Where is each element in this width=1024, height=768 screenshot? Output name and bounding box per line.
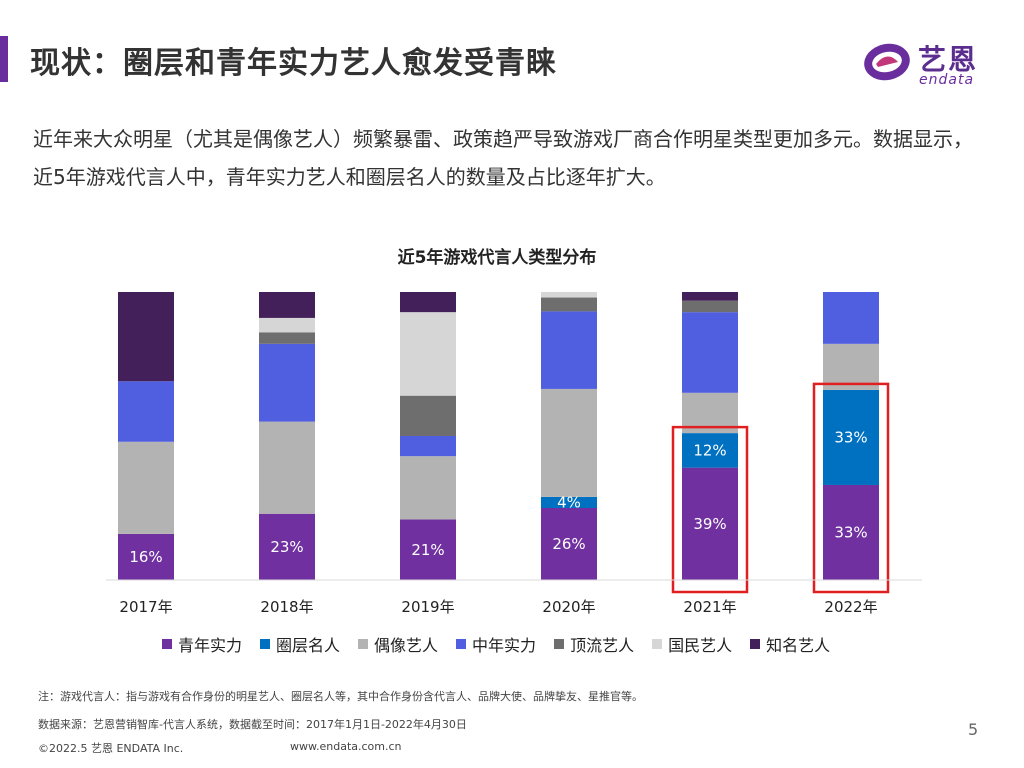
data-source: 数据来源：艺恩营销智库-代言人系统，数据截至时间：2017年1月1日-2022年… <box>38 718 467 731</box>
bar-segment <box>541 297 597 312</box>
data-label: 4% <box>557 493 581 511</box>
bar-segment <box>541 292 597 298</box>
chart-title: 近5年游戏代言人类型分布 <box>398 247 597 268</box>
page-number: 5 <box>968 720 979 739</box>
title-accent-bar <box>0 36 8 82</box>
bar-segment <box>259 292 315 318</box>
bar-segment <box>823 484 879 580</box>
bar-segment <box>400 395 456 436</box>
bar-segment <box>259 343 315 422</box>
logo-chinese-text: 艺恩 <box>918 43 979 76</box>
x-axis-ticks: 2017年 2018年 2019年 2020年 2021年 2022年 <box>119 598 877 616</box>
data-label: 33% <box>834 523 867 541</box>
bar-segment <box>400 456 456 520</box>
legend-label: 国民艺人 <box>668 636 733 655</box>
bar-segment <box>682 433 738 468</box>
x-tick-label: 2020年 <box>542 598 595 616</box>
bar-segment <box>118 533 174 580</box>
bar-segment <box>682 467 738 580</box>
bar-segment <box>682 312 738 393</box>
data-label: 12% <box>693 441 726 459</box>
bar-segment <box>259 513 315 580</box>
legend-label: 圈层名人 <box>276 636 341 655</box>
x-tick-label: 2021年 <box>683 598 736 616</box>
legend-label: 知名艺人 <box>766 636 831 655</box>
x-tick-label: 2018年 <box>260 598 313 616</box>
legend-swatch <box>750 639 761 649</box>
highlight-box <box>812 382 890 594</box>
data-label: 39% <box>693 515 726 533</box>
stacked-bar-chart: 近5年游戏代言人类型分布 16%23% 21% 26%4%39%12%33%33% … <box>106 247 922 616</box>
data-label: 21% <box>411 541 444 559</box>
data-label: 26% <box>552 535 585 553</box>
highlight-box <box>671 425 749 594</box>
legend-swatch <box>162 639 172 649</box>
legend-swatch <box>652 639 663 649</box>
endata-logo[interactable]: 艺恩 endata <box>862 36 992 92</box>
bar-segment <box>823 292 879 344</box>
legend-swatch <box>456 639 467 649</box>
x-tick-label: 2022年 <box>824 598 877 616</box>
data-label: 33% <box>834 428 867 446</box>
legend-label: 偶像艺人 <box>374 636 439 655</box>
bar-segment <box>823 389 879 485</box>
legend-label: 顶流艺人 <box>570 636 635 655</box>
legend-label: 青年实力 <box>178 636 243 655</box>
bar-segment <box>823 343 879 390</box>
highlight-boxes <box>671 382 890 594</box>
footnote: 注：游戏代言人：指与游戏有合作身份的明星艺人、圈层名人等，其中合作身份含代言人、… <box>38 690 643 703</box>
bars-group: 16% 23% 21% 26% 4% 39% 12% 33% 33% <box>118 292 879 580</box>
legend-item: 国民艺人 <box>652 632 732 656</box>
chart-legend: 青年实力 圈层名人 偶像艺人 中年实力 顶流艺人 国民艺人 知名艺人 <box>162 632 848 656</box>
legend-item: 顶流艺人 <box>554 632 634 656</box>
legend-item: 中年实力 <box>456 632 536 656</box>
bar-segment <box>400 292 456 313</box>
bar-segment <box>259 421 315 514</box>
legend-item: 圈层名人 <box>260 632 340 656</box>
description-text: 近年来大众明星（尤其是偶像艺人）频繁暴雷、政策趋严导致游戏厂商合作明星类型更加多… <box>33 127 973 189</box>
bar-segment <box>259 332 315 344</box>
bar-segment <box>118 441 174 534</box>
x-tick-label: 2019年 <box>401 598 454 616</box>
page-title: 现状：圈层和青年实力艺人愈发受青睐 <box>30 46 557 81</box>
data-label: 16% <box>129 548 162 566</box>
bar-segment <box>541 311 597 389</box>
bar-segment <box>682 292 738 301</box>
logo-english-text: endata <box>919 72 975 88</box>
website-link[interactable]: www.endata.com.cn <box>290 740 402 753</box>
legend-item: 青年实力 <box>162 632 242 656</box>
legend-label: 中年实力 <box>472 636 537 655</box>
legend-item: 知名艺人 <box>750 632 830 656</box>
copyright: ©2022.5 艺恩 ENDATA Inc. <box>38 742 184 755</box>
bar-segment <box>682 300 738 313</box>
bar-segment <box>400 312 456 396</box>
data-label: 23% <box>270 538 303 556</box>
legend-item: 偶像艺人 <box>358 632 438 656</box>
legend-swatch <box>358 639 369 649</box>
legend-swatch <box>260 639 271 649</box>
legend-swatch <box>554 639 565 649</box>
bar-segment <box>400 519 456 580</box>
bar-segment <box>541 388 597 497</box>
bar-segment <box>259 317 315 333</box>
bar-segment <box>118 292 174 382</box>
bar-segment <box>400 436 456 457</box>
endata-logo-icon <box>864 43 910 81</box>
bar-segment <box>541 508 597 580</box>
x-tick-label: 2017年 <box>119 598 172 616</box>
bar-segment <box>118 381 174 442</box>
bar-segment <box>541 496 597 508</box>
